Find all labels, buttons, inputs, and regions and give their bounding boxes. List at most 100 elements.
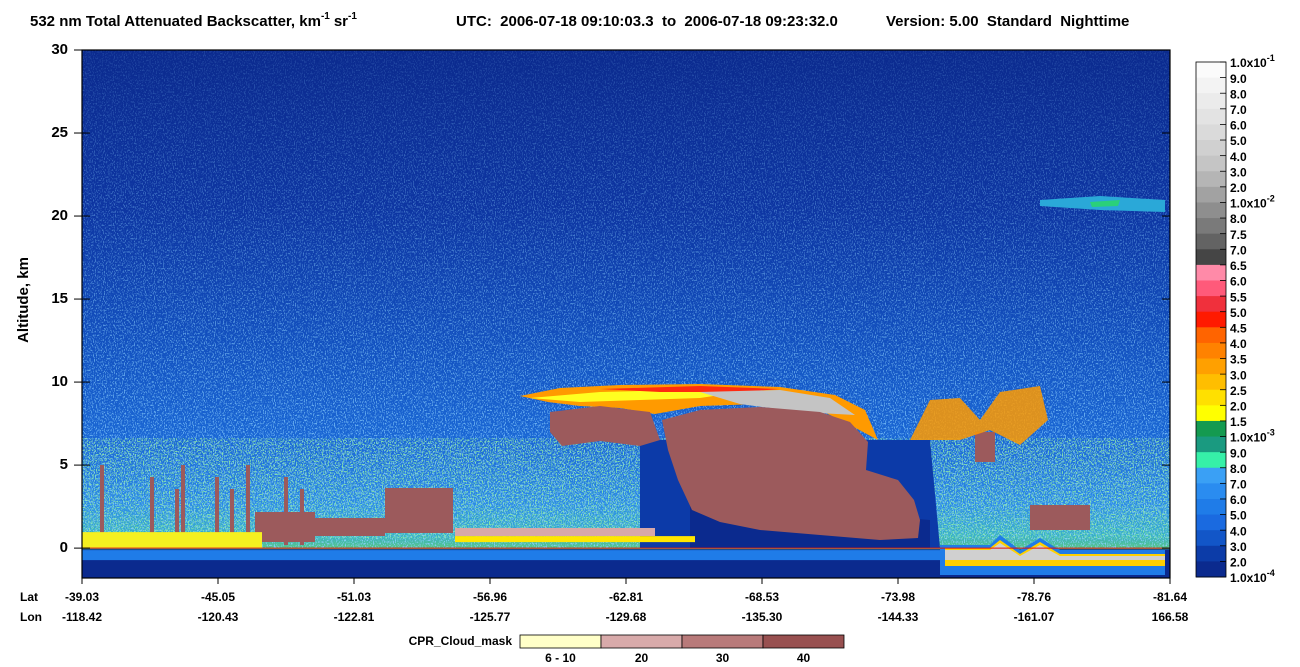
colorbar-segment: [1196, 77, 1226, 94]
colorbar-segment: [1196, 420, 1226, 438]
y-axis-label: Altitude, km: [15, 257, 32, 343]
title-version: Version: 5.00 Standard Nighttime: [886, 13, 1129, 30]
colorbar-segment: [1196, 436, 1226, 453]
legend-label: 6 - 10: [545, 651, 576, 665]
colorbar-label: 8.0: [1230, 87, 1247, 101]
x-tick-label: -78.76: [1017, 590, 1051, 604]
title-unit: sr: [334, 13, 348, 30]
title-utc: UTC: 2006-07-18 09:10:03.3 to 2006-07-18…: [456, 13, 838, 30]
colorbar-segment: [1196, 249, 1226, 266]
colorbar-label: 3.0: [1230, 368, 1247, 382]
colorbar-label: 3.0: [1230, 165, 1247, 179]
colorbar-segment: [1196, 93, 1226, 110]
legend-label: 30: [716, 651, 730, 665]
colorbar-label-base: 1.0x10: [1230, 197, 1267, 211]
x-tick-label: -62.81: [609, 590, 643, 604]
colorbar-segment: [1196, 108, 1226, 125]
cloud: [300, 489, 304, 545]
x-tick-label: -122.81: [334, 610, 375, 624]
colorbar-segment: [1196, 264, 1226, 281]
colorbar-label-exponent: -4: [1267, 568, 1275, 578]
x-tick-label: -135.30: [742, 610, 783, 624]
colorbar-label: 2.0: [1230, 400, 1247, 414]
x-tick-label: -129.68: [606, 610, 647, 624]
colorbar-label-exponent: -1: [1267, 53, 1275, 63]
surface-return: [82, 532, 262, 549]
colorbar-label: 5.0: [1230, 306, 1247, 320]
y-tick-label: 20: [51, 207, 68, 224]
legend-swatch: [600, 634, 683, 649]
colorbar-label: 7.5: [1230, 228, 1247, 242]
colorbar-label: 1.0x10-4: [1230, 568, 1275, 585]
colorbar-segment: [1196, 280, 1226, 297]
surface-return: [455, 536, 695, 543]
cloud-fringe: [700, 390, 855, 415]
colorbar-label: 7.0: [1230, 478, 1247, 492]
colorbar-label: 4.0: [1230, 524, 1247, 538]
x-tick-label: -73.98: [881, 590, 915, 604]
colorbar-label: 5.0: [1230, 509, 1247, 523]
x-tick-label: -118.42: [62, 610, 102, 624]
colorbar-segment: [1196, 155, 1226, 172]
colorbar-label: 5.0: [1230, 134, 1247, 148]
colorbar-label: 9.0: [1230, 446, 1247, 460]
cloud: [1030, 505, 1090, 530]
cloud: [246, 465, 250, 545]
colorbar-label: 5.5: [1230, 290, 1247, 304]
x-tick-label: -51.03: [337, 590, 371, 604]
title: 532 nm Total Attenuated Backscatter, km-…: [30, 11, 357, 30]
colorbar-label: 2.0: [1230, 556, 1247, 570]
colorbar-segment: [1196, 498, 1226, 516]
colorbar-label-base: 1.0x10: [1230, 56, 1267, 70]
colorbar-label: 7.0: [1230, 103, 1247, 117]
surface-return: [82, 550, 942, 561]
colorbar-label: 4.0: [1230, 337, 1247, 351]
x-tick-label: -56.96: [473, 590, 507, 604]
colorbar-segment: [1196, 202, 1226, 219]
colorbar-label: 7.0: [1230, 243, 1247, 257]
colorbar-label: 1.5: [1230, 415, 1247, 429]
legend-label: 20: [635, 651, 649, 665]
title-exponent: -1: [321, 11, 330, 22]
x-tick-label: -81.64: [1153, 590, 1187, 604]
plot-area: [82, 50, 1170, 578]
colorbar-segment: [1196, 545, 1226, 562]
legend-title: CPR_Cloud_mask: [409, 634, 513, 648]
colorbar-label-base: 1.0x10: [1230, 571, 1267, 585]
colorbar-label: 1.0x10-2: [1230, 194, 1275, 211]
legend-swatch: [762, 634, 845, 649]
colorbar-label: 6.0: [1230, 275, 1247, 289]
y-tick-label: 25: [51, 124, 68, 141]
legend-swatch: [519, 634, 602, 649]
colorbar-segment: [1196, 530, 1226, 547]
cloud: [975, 432, 995, 462]
colorbar-label: 3.5: [1230, 353, 1247, 367]
colorbar-segment: [1196, 62, 1226, 79]
colorbar-segment: [1196, 405, 1226, 422]
x-tick-label: -120.43: [198, 610, 239, 624]
colorbar-segment: [1196, 561, 1226, 578]
x-tick-label: -161.07: [1014, 610, 1055, 624]
cloud: [310, 518, 385, 536]
colorbar-label: 9.0: [1230, 72, 1247, 86]
cloud: [230, 489, 234, 545]
colorbar-segment: [1196, 452, 1226, 469]
y-tick-label: 5: [60, 456, 68, 473]
colorbar-label: 6.0: [1230, 119, 1247, 133]
colorbar-label: 6.0: [1230, 493, 1247, 507]
cloud: [662, 407, 920, 540]
colorbar-segment: [1196, 124, 1226, 141]
cloud: [175, 489, 179, 545]
colorbar-segment: [1196, 171, 1226, 188]
colorbar-segment: [1196, 140, 1226, 157]
colorbar-segment: [1196, 514, 1226, 531]
cloud: [150, 477, 154, 545]
x-tick-label: -45.05: [201, 590, 235, 604]
colorbar-segment: [1196, 186, 1226, 203]
colorbar-label: 2.0: [1230, 181, 1247, 195]
colorbar-label: 2.5: [1230, 384, 1247, 398]
colorbar-label-base: 1.0x10: [1230, 431, 1267, 445]
y-tick-label: 15: [51, 290, 68, 307]
x-tick-label: -144.33: [878, 610, 919, 624]
